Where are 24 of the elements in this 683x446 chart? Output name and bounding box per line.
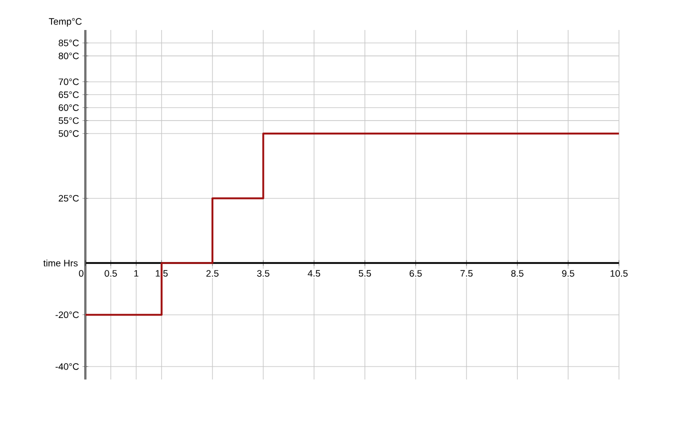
x-tick-label: 6.5 (410, 270, 422, 277)
x-tick-label: 8.5 (511, 270, 524, 277)
x-axis-title: time Hrs (43, 259, 78, 266)
x-tick-label: 4.5 (308, 270, 320, 277)
y-tick-label: -40°C (56, 363, 79, 370)
x-tick-label: 0 (78, 270, 84, 277)
y-tick-label: 50°C (58, 130, 79, 137)
y-tick-label: 65°C (58, 91, 79, 98)
y-axis-title: Temp°C (48, 18, 82, 27)
y-tick-label: 85°C (58, 40, 79, 46)
x-tick-label: 9.5 (562, 270, 574, 277)
x-tick-label: 7.5 (460, 270, 473, 277)
y-tick-label: 70°C (58, 78, 79, 85)
y-tick-label: -20°C (56, 311, 79, 318)
x-tick-label: 0.5 (104, 270, 117, 277)
x-tick-label: 5.5 (358, 270, 371, 277)
x-tick-label: 10.5 (610, 270, 628, 277)
x-tick-label: 2.5 (206, 270, 219, 277)
y-tick-label: 80°C (58, 52, 79, 60)
y-tick-label: 60°C (58, 104, 79, 111)
y-tick-label: 55°C (58, 117, 79, 124)
x-tick-label: 3.5 (257, 270, 270, 277)
y-tick-label: 25°C (58, 194, 79, 202)
x-tick-label: 1 (134, 270, 138, 276)
